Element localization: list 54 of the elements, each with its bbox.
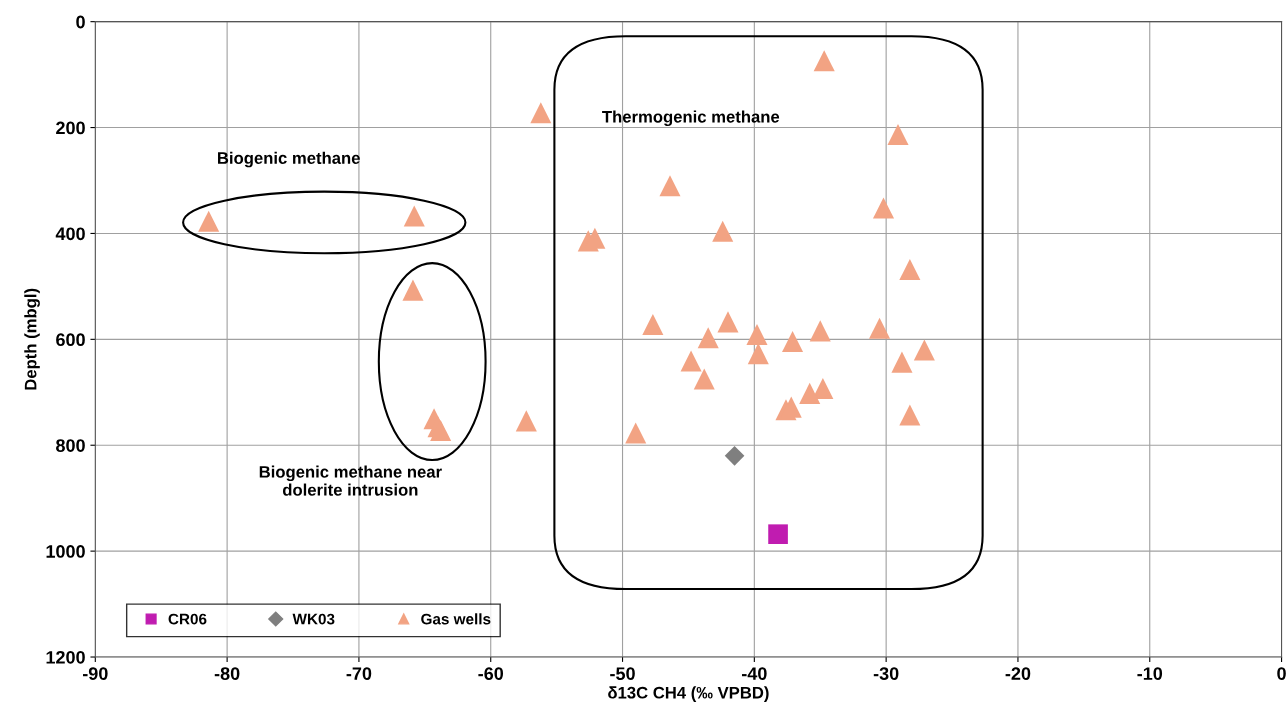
- point: [782, 330, 804, 352]
- point: [515, 410, 537, 432]
- point: [809, 320, 831, 342]
- y-tick-label: 400: [55, 227, 85, 241]
- point: [768, 524, 788, 544]
- legend-label: Gas wells: [421, 613, 491, 625]
- x-tick-label: -80: [214, 667, 240, 680]
- y-tick-label: 600: [56, 333, 85, 347]
- point: [712, 220, 734, 242]
- y-axis-title: Depth (mbgl): [24, 288, 40, 390]
- point: [869, 317, 891, 339]
- point: [680, 350, 702, 372]
- annotation: Biogenic methane: [218, 151, 360, 168]
- x-tick-label: -60: [478, 667, 504, 680]
- point: [872, 197, 895, 219]
- point: [887, 123, 909, 145]
- annotation: Thermogenic methane: [602, 110, 780, 127]
- x-axis-title: δ13C CH4 (‰ VPBD): [608, 686, 769, 702]
- point: [642, 313, 664, 336]
- y-tick-label: 200: [56, 121, 85, 135]
- point: [891, 351, 913, 373]
- point: [899, 404, 921, 426]
- point: [659, 175, 681, 197]
- point: [403, 205, 425, 227]
- point: [625, 422, 647, 444]
- y-tick-label: 800: [56, 439, 85, 452]
- point: [724, 446, 745, 466]
- x-tick-label: -30: [873, 667, 899, 681]
- x-tick-label: -40: [742, 667, 767, 680]
- x-tick-label: -50: [610, 667, 635, 680]
- x-tick-label: -90: [82, 667, 108, 680]
- point: [717, 311, 739, 333]
- point: [913, 339, 935, 361]
- y-tick-label: 1200: [46, 650, 85, 664]
- point: [402, 279, 424, 301]
- point: [198, 210, 220, 232]
- legend-label: CR06: [168, 613, 207, 625]
- point: [799, 382, 821, 404]
- y-tick-label: 1000: [46, 545, 85, 558]
- point: [813, 50, 835, 72]
- x-tick-label: -70: [346, 667, 372, 680]
- legend-label: WK03: [292, 613, 335, 625]
- annotation: Biogenic methane near dolerite intrusion: [259, 465, 442, 496]
- y-tick-label: 0: [76, 15, 85, 29]
- x-tick-label: -10: [1137, 667, 1163, 680]
- point: [747, 343, 769, 365]
- point: [812, 378, 834, 400]
- point: [693, 368, 715, 390]
- point: [899, 258, 921, 280]
- x-tick-label: 0: [1277, 667, 1286, 680]
- x-tick-label: -20: [1005, 667, 1031, 680]
- point: [746, 324, 768, 346]
- point: [530, 102, 552, 124]
- point: [697, 327, 719, 349]
